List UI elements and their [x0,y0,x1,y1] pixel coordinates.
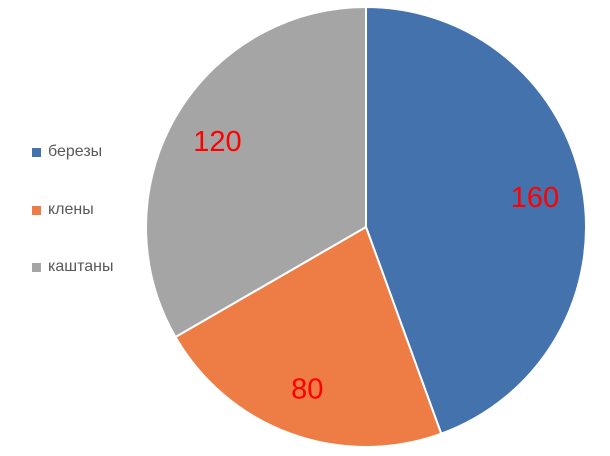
pie-slice-2 [145,5,367,339]
legend-label: каштаны [48,258,114,275]
legend-swatch [32,262,41,272]
legend-item-kashtany: каштаны [32,257,113,277]
legend-swatch [32,147,41,157]
data-label-0: 160 [511,182,559,214]
legend-label: клены [48,201,94,218]
legend-swatch [32,205,41,215]
legend-item-kleny: клены [32,200,94,220]
pie-slice-1 [174,225,443,448]
legend-item-berezy: березы [32,142,102,162]
data-label-2: 120 [193,126,241,158]
pie-slice-0 [365,5,587,436]
data-label-1: 80 [291,373,323,405]
legend-label: березы [48,143,103,160]
